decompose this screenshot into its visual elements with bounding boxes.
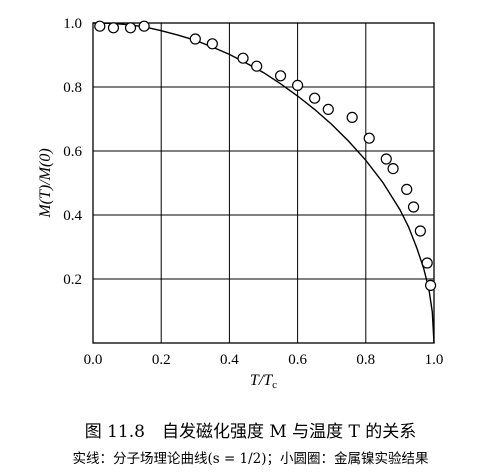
experimental-points: [94, 20, 437, 291]
data-point: [107, 22, 120, 34]
x-tick-label: 0.8: [356, 352, 375, 368]
data-point: [380, 153, 392, 165]
x-tick-label: 0.4: [220, 352, 239, 368]
data-point: [138, 20, 150, 32]
data-point: [322, 103, 334, 116]
data-point: [237, 52, 249, 64]
data-point: [401, 183, 413, 195]
plot-frame: [92, 22, 435, 344]
x-tick-label: 0.6: [288, 352, 307, 368]
x-tick-label: 1.0: [425, 352, 444, 368]
y-tick-labels: 0.2 0.4 0.6 0.8 1.0: [63, 16, 82, 288]
data-point: [124, 22, 137, 34]
data-point: [346, 111, 358, 124]
y-tick-label: 0.2: [63, 272, 82, 288]
data-point: [407, 201, 420, 213]
data-point: [251, 60, 263, 72]
y-tick-label: 1.0: [63, 16, 82, 32]
x-tick-labels: 0.0 0.2 0.4 0.6 0.8 1.0: [84, 352, 444, 368]
data-point: [274, 70, 287, 82]
x-tick-label: 0.2: [152, 352, 171, 368]
data-point: [94, 20, 106, 32]
data-point: [421, 257, 433, 269]
y-tick-label: 0.6: [63, 144, 82, 160]
x-axis-title: T/Tc: [250, 372, 277, 391]
data-point: [309, 92, 321, 104]
y-tick-label: 0.4: [63, 208, 82, 224]
data-point: [189, 33, 201, 45]
chart: 0.0 0.2 0.4 0.6 0.8 1.0 0.20.40.60.81.0 T/Tc …: [37, 16, 444, 391]
figure-caption: 图 11.8 自发磁化强度 M 与温度 T 的关系: [84, 422, 417, 442]
data-point: [292, 79, 304, 92]
data-point: [414, 225, 426, 237]
y-axis-title: M(T)/M(0): [37, 148, 54, 218]
data-point: [387, 163, 399, 175]
theory-curve: [92, 22, 435, 344]
data-point: [206, 38, 218, 50]
x-tick-label: 0.0: [84, 352, 103, 368]
y-tick-label: 0.8: [63, 80, 82, 96]
figure-caption-note: 实线：分子场理论曲线(s = 1/2)；小圆圈：金属镍实验结果: [72, 451, 429, 467]
data-point: [424, 279, 437, 291]
data-point: [363, 132, 375, 144]
